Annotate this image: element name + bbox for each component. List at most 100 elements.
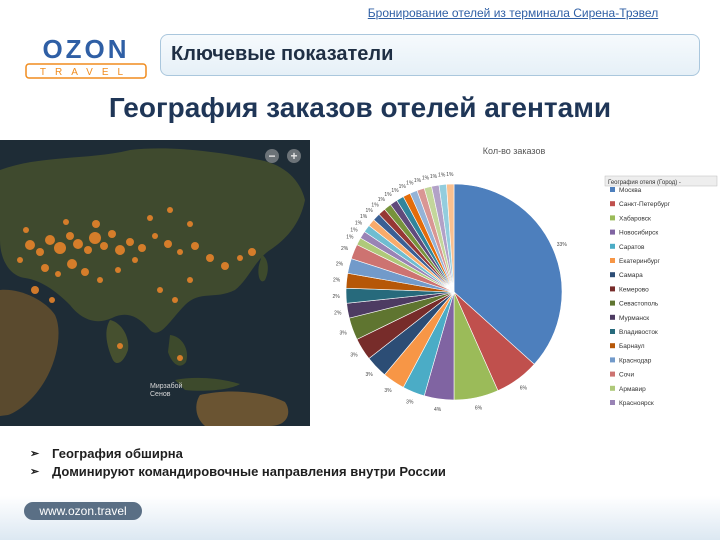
legend-item: Севастополь — [619, 301, 659, 308]
legend-item: Мурманск — [619, 315, 649, 322]
slice-label: 1% — [430, 174, 438, 180]
slice-label: 33% — [557, 242, 568, 248]
legend-swatch — [610, 371, 615, 377]
logo-word: OZON — [42, 34, 129, 64]
footer-url[interactable]: www.ozon.travel — [24, 502, 142, 520]
legend-item: Хабаровск — [619, 214, 651, 222]
footer: www.ozon.travel — [0, 496, 720, 540]
slice-label: 1% — [360, 214, 368, 220]
legend-item: Армавир — [619, 386, 646, 393]
chart-title: Кол-во заказов — [483, 146, 546, 156]
bullet-item: ➢ География обширна — [30, 444, 446, 462]
legend-item: Краснодар — [619, 357, 652, 364]
landmass-japan — [258, 255, 268, 282]
map-canvas — [0, 140, 310, 426]
legend-swatch — [610, 329, 615, 334]
arrow-bullet-icon: ➢ — [30, 465, 40, 478]
slice-label: 1% — [391, 188, 399, 194]
pie-slice — [446, 183, 455, 293]
slice-label: 1% — [438, 173, 446, 179]
legend-swatch — [610, 385, 615, 391]
legend-swatch — [610, 201, 615, 207]
map-zoom-in-button[interactable]: + — [287, 149, 301, 163]
logo-sub: TRAVEL — [40, 67, 132, 78]
legend-swatch — [610, 314, 615, 320]
pie-chart: Кол-во заказов 33% 6% 6% 4% 3% 3% 3% 3% 3% 2% 2% 2%… — [332, 146, 718, 413]
slice-label: 1% — [406, 181, 414, 187]
legend-swatch — [610, 229, 615, 235]
legend-swatch — [610, 357, 615, 363]
bullet-list: ➢ География обширна ➢ Доминируют команди… — [30, 444, 446, 480]
arrow-bullet-icon: ➢ — [30, 447, 40, 460]
chart-panel: Кол-во заказов 33% 6% 6% 4% 3% 3% 3% 3% 3% 2% 2% 2%… — [314, 140, 720, 426]
slice-label: 1% — [366, 208, 374, 214]
bullet-text: География обширна — [52, 445, 183, 461]
slice-label: 2% — [341, 246, 349, 252]
slice-label: 3% — [384, 388, 392, 394]
legend-item: Самара — [619, 272, 643, 279]
slice-label: 3% — [406, 399, 414, 405]
legend-title: География отеля (Город) - — [608, 180, 681, 186]
legend-swatch — [610, 300, 615, 306]
map-credit-line2: Сенов — [150, 391, 171, 398]
legend-swatch — [610, 258, 615, 263]
legend-item: Новосибирск — [619, 229, 658, 237]
slice-label: 6% — [520, 385, 528, 391]
slice-label: 2% — [334, 310, 342, 316]
pie-slice — [453, 183, 563, 365]
legend-swatch — [610, 400, 615, 405]
landmass-indonesia — [175, 377, 240, 391]
map-zoom-out-button[interactable]: − — [265, 149, 279, 163]
legend-swatch — [610, 187, 615, 192]
landmass-india — [106, 320, 129, 364]
landmass-africa-arabia — [0, 289, 59, 416]
legend-swatch — [610, 343, 615, 349]
ozon-travel-logo: OZON TRAVEL — [25, 34, 147, 79]
map-credit: Мирзабой Сенов — [150, 383, 182, 399]
legend-item: Саратов — [619, 244, 645, 251]
slice-label: 1% — [378, 197, 386, 203]
slice-label: 3% — [350, 353, 358, 359]
legend-swatch — [610, 215, 615, 221]
slice-label: 1% — [355, 221, 363, 227]
map-credit-line1: Мирзабой — [150, 383, 183, 390]
slice-label: 3% — [366, 372, 374, 378]
slice-label: 3% — [339, 330, 347, 336]
chart-legend: География отеля (Город) - Москва Санкт-Пе… — [604, 175, 718, 407]
section-title: Ключевые показатели — [171, 43, 394, 65]
legend-item: Барнаул — [619, 343, 645, 350]
legend-item: Екатеринбург — [619, 257, 661, 265]
slice-label: 4% — [434, 407, 442, 413]
bullet-text: Доминируют командировочные направления в… — [52, 463, 446, 479]
legend-item: Красноярск — [619, 400, 654, 407]
legend-header-box — [604, 175, 718, 187]
legend-item: Москва — [619, 187, 642, 194]
slice-label: 1% — [399, 184, 407, 190]
slide-title: География заказов отелей агентами — [108, 92, 612, 123]
slice-label: 1% — [346, 235, 354, 241]
slice-label: 2% — [336, 261, 344, 267]
legend-item: Владивосток — [619, 329, 658, 336]
world-map[interactable]: − + Мирзабой Сенов — [0, 140, 310, 426]
section-header: Ключевые показатели — [160, 34, 700, 76]
slice-label: 1% — [384, 192, 392, 198]
slice-label: 1% — [350, 227, 358, 233]
landmass-eurasia — [0, 148, 305, 333]
legend-swatch — [610, 286, 615, 292]
legend-item: Санкт-Петербург — [619, 200, 671, 208]
slice-label: 2% — [332, 294, 340, 300]
top-link[interactable]: Бронирование отелей из терминала Сирена-… — [367, 6, 659, 20]
legend-item: Кемерово — [619, 286, 649, 293]
slice-label: 6% — [475, 405, 483, 411]
slice-label: 1% — [446, 172, 454, 178]
landmass-australia — [196, 391, 289, 426]
slice-label: 1% — [422, 176, 430, 182]
slice-label: 2% — [333, 278, 341, 284]
slice-label: 1% — [414, 178, 422, 184]
bullet-item: ➢ Доминируют командировочные направления… — [30, 462, 446, 480]
legend-swatch — [610, 243, 615, 249]
legend-swatch — [610, 272, 615, 278]
order-dots — [17, 207, 256, 361]
slice-label: 1% — [371, 202, 379, 208]
legend-item: Сочи — [619, 372, 635, 379]
